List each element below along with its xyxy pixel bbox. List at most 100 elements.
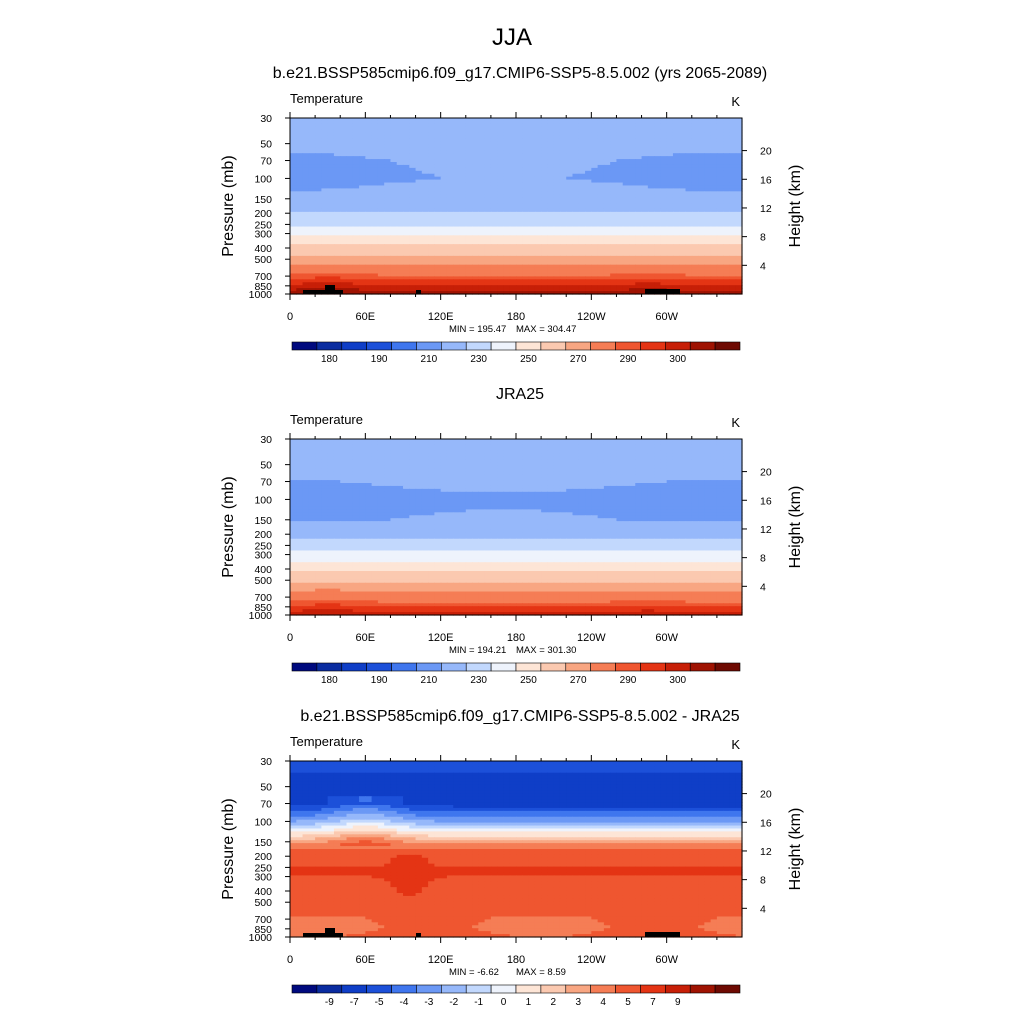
field-cell — [603, 129, 611, 134]
field-cell — [478, 153, 486, 157]
field-cell — [484, 123, 492, 128]
field-cell — [723, 129, 731, 134]
field-cell — [685, 123, 693, 128]
field-cell — [403, 170, 410, 175]
field-cell — [597, 153, 605, 157]
field-cell — [484, 156, 492, 160]
field-cell — [371, 147, 379, 151]
field-cell — [315, 141, 322, 145]
field-cell — [534, 141, 542, 145]
field-cell — [603, 162, 611, 166]
field-cell — [384, 141, 392, 145]
field-cell — [384, 167, 392, 172]
field-cell — [572, 167, 580, 172]
field-cell — [371, 141, 379, 145]
field-cell — [321, 123, 329, 128]
field-cell — [622, 144, 630, 148]
field-cell — [716, 156, 724, 160]
field-cell — [597, 159, 605, 163]
field-cell — [679, 159, 687, 163]
field-cell — [415, 159, 423, 163]
field-cell — [603, 144, 611, 148]
field-cell — [597, 138, 605, 143]
field-cell — [729, 147, 737, 151]
field-cell — [327, 132, 335, 137]
field-cell — [465, 167, 473, 172]
field-cell — [528, 120, 536, 125]
field-cell — [635, 141, 643, 145]
field-cell — [528, 144, 536, 148]
field-cell — [459, 150, 467, 154]
field-cell — [610, 150, 618, 154]
field-cell — [365, 164, 373, 169]
field-cell — [340, 144, 348, 148]
field-cell — [723, 118, 731, 122]
field-cell — [566, 153, 574, 157]
field-cell — [716, 126, 724, 131]
field-cell — [377, 150, 385, 154]
field-cell — [729, 141, 737, 145]
field-cell — [509, 150, 517, 154]
field-cell — [453, 120, 461, 125]
field-cell — [679, 141, 687, 145]
topography-mask — [325, 285, 335, 294]
field-cell — [409, 159, 417, 163]
field-cell — [478, 141, 486, 145]
field-cell — [635, 147, 643, 151]
field-cell — [666, 164, 674, 169]
field-cell — [723, 126, 731, 131]
field-cell — [641, 156, 649, 160]
field-cell — [534, 126, 542, 131]
field-cell — [710, 156, 718, 160]
field-cell — [446, 129, 454, 134]
field-cell — [459, 153, 467, 157]
field-cell — [635, 162, 643, 166]
field-cell — [541, 167, 548, 172]
field-cell — [629, 156, 636, 160]
field-cell — [352, 132, 360, 137]
field-cell — [616, 118, 624, 122]
field-cell — [679, 147, 687, 151]
field-cell — [503, 138, 511, 143]
field-cell — [685, 159, 693, 163]
field-cell — [691, 118, 699, 122]
field-cell — [516, 118, 523, 122]
field-cell — [704, 167, 712, 172]
field-cell — [503, 144, 511, 148]
field-cell — [359, 141, 366, 145]
field-cell — [528, 132, 536, 137]
field-cell — [302, 126, 310, 131]
field-cell — [735, 120, 743, 125]
field-cell — [434, 138, 442, 143]
field-cell — [340, 150, 348, 154]
field-cell — [484, 153, 492, 157]
field-cell — [704, 138, 712, 143]
field-cell — [365, 144, 373, 148]
field-cell — [622, 129, 630, 134]
field-cell — [390, 162, 398, 166]
field-cell — [635, 120, 643, 125]
field-cell — [415, 135, 423, 140]
field-cell — [716, 141, 724, 145]
field-cell — [302, 135, 310, 140]
field-cell — [421, 118, 429, 122]
field-cell — [497, 150, 505, 154]
field-cell — [585, 135, 592, 140]
field-cell — [729, 132, 737, 137]
field-cell — [333, 156, 341, 160]
field-cell — [421, 126, 429, 131]
field-cell — [509, 164, 517, 169]
field-cell — [446, 150, 454, 154]
field-cell — [346, 153, 354, 157]
field-cell — [566, 159, 574, 163]
field-cell — [572, 132, 580, 137]
field-cell — [610, 123, 618, 128]
field-cell — [396, 126, 404, 131]
field-cell — [390, 159, 398, 163]
field-cell — [641, 150, 649, 154]
y-tick-label: 500 — [254, 254, 272, 266]
field-cell — [333, 132, 341, 137]
x-tick-label: 60W — [655, 311, 678, 323]
field-cell — [616, 167, 624, 172]
field-cell — [365, 156, 373, 160]
